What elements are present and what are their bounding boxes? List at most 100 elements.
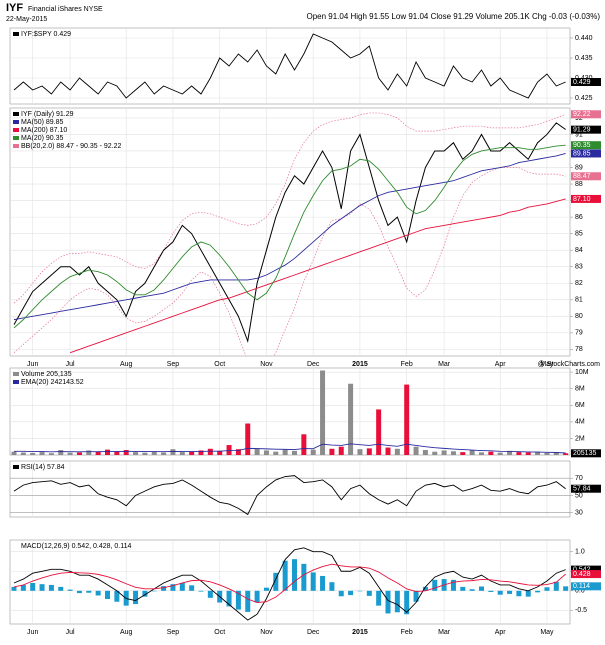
x-tick-label: Aug <box>120 361 133 368</box>
x-tick-label: Oct <box>214 361 225 368</box>
value-tag-label: 57.84 <box>573 486 591 493</box>
bar <box>105 449 110 455</box>
bar <box>86 590 92 593</box>
panel-frame <box>9 367 571 456</box>
bar <box>450 579 456 591</box>
bar <box>479 452 484 455</box>
y-tick-label: 91 <box>575 131 583 138</box>
bar <box>39 452 45 455</box>
y-tick-label: 82 <box>575 280 583 287</box>
value-tag-label: 0.542 <box>573 566 591 573</box>
bar <box>133 590 139 605</box>
legend-swatch <box>13 136 19 140</box>
bar <box>376 409 382 455</box>
bar <box>235 590 241 610</box>
x-tick-label: May <box>540 629 554 636</box>
bar <box>282 560 288 591</box>
bar <box>422 586 428 591</box>
legend-swatch <box>13 128 19 132</box>
bar <box>151 451 157 455</box>
bar <box>301 434 307 455</box>
bar <box>30 582 36 591</box>
instrument-name: Financial iShares NYSE <box>28 6 103 13</box>
bar <box>48 584 54 591</box>
legend-label: MACD(12,26,9) 0.542, 0.428, 0.114 <box>21 543 131 550</box>
legend-swatch <box>13 144 19 148</box>
legend-label: EMA(20) 242143.52 <box>21 379 84 386</box>
value-tag <box>571 565 601 574</box>
bar <box>348 383 354 455</box>
y-tick-label: 0.425 <box>575 95 593 102</box>
x-tick-label: Sep <box>167 361 180 368</box>
legend-swatch <box>13 465 19 469</box>
bar <box>245 590 251 612</box>
x-tick-label: Nov <box>260 629 273 636</box>
x-tick-label: Dec <box>307 629 320 636</box>
x-tick-label: 2015 <box>352 629 368 636</box>
bar <box>245 423 251 455</box>
bar <box>450 451 456 455</box>
value-tag <box>571 141 601 150</box>
date: 22-May-2015 <box>6 16 47 23</box>
bar <box>282 450 288 455</box>
y-tick-label: 83 <box>575 264 583 271</box>
bar <box>189 585 195 591</box>
bar <box>357 449 363 455</box>
bar <box>161 586 167 591</box>
bar <box>11 586 17 591</box>
bar <box>422 450 428 455</box>
y-tick-label: 2M <box>575 435 585 442</box>
bar <box>366 590 372 596</box>
credit: @ StockCharts.com <box>538 361 601 368</box>
bar <box>553 452 559 455</box>
bar <box>114 451 120 455</box>
bar <box>385 447 391 455</box>
bar <box>310 572 316 591</box>
bar <box>366 448 372 455</box>
bar <box>310 449 316 455</box>
bar <box>76 452 82 455</box>
bar <box>338 446 344 455</box>
series-line <box>69 198 566 354</box>
y-tick-label: 8M <box>575 386 585 393</box>
y-tick-label: 4M <box>575 419 585 426</box>
bar <box>385 590 391 614</box>
bar <box>329 582 335 591</box>
legend-label: Volume 205,135 <box>21 371 72 378</box>
y-tick-label: 80 <box>575 313 583 320</box>
value-tag-label: 205135 <box>573 450 596 457</box>
bar <box>11 451 17 455</box>
bar <box>142 590 148 597</box>
bar <box>58 450 64 455</box>
bar <box>95 590 101 596</box>
y-tick-label: 81 <box>575 297 583 304</box>
x-tick-label: Dec <box>307 361 320 368</box>
bar <box>235 449 241 455</box>
value-tag-label: 0.114 <box>573 583 590 590</box>
value-tag-label: 0.429 <box>573 79 591 86</box>
value-tag-label: 88.47 <box>573 173 591 180</box>
value-tag-label: 90.35 <box>573 142 591 149</box>
bar <box>525 452 531 455</box>
bar <box>469 450 475 455</box>
bar <box>20 452 26 455</box>
legend-swatch <box>13 120 19 124</box>
bar <box>189 451 195 455</box>
bar <box>226 445 232 455</box>
bar <box>207 590 213 598</box>
y-tick-label: 0.435 <box>575 55 593 62</box>
series-line <box>13 475 566 516</box>
bar <box>207 448 213 455</box>
bar <box>114 590 120 602</box>
bar <box>198 450 204 455</box>
x-tick-label: Oct <box>214 629 225 636</box>
bar <box>544 587 550 591</box>
bar <box>226 590 232 607</box>
bar <box>432 451 438 455</box>
bar <box>292 559 297 591</box>
value-tag <box>571 484 601 493</box>
